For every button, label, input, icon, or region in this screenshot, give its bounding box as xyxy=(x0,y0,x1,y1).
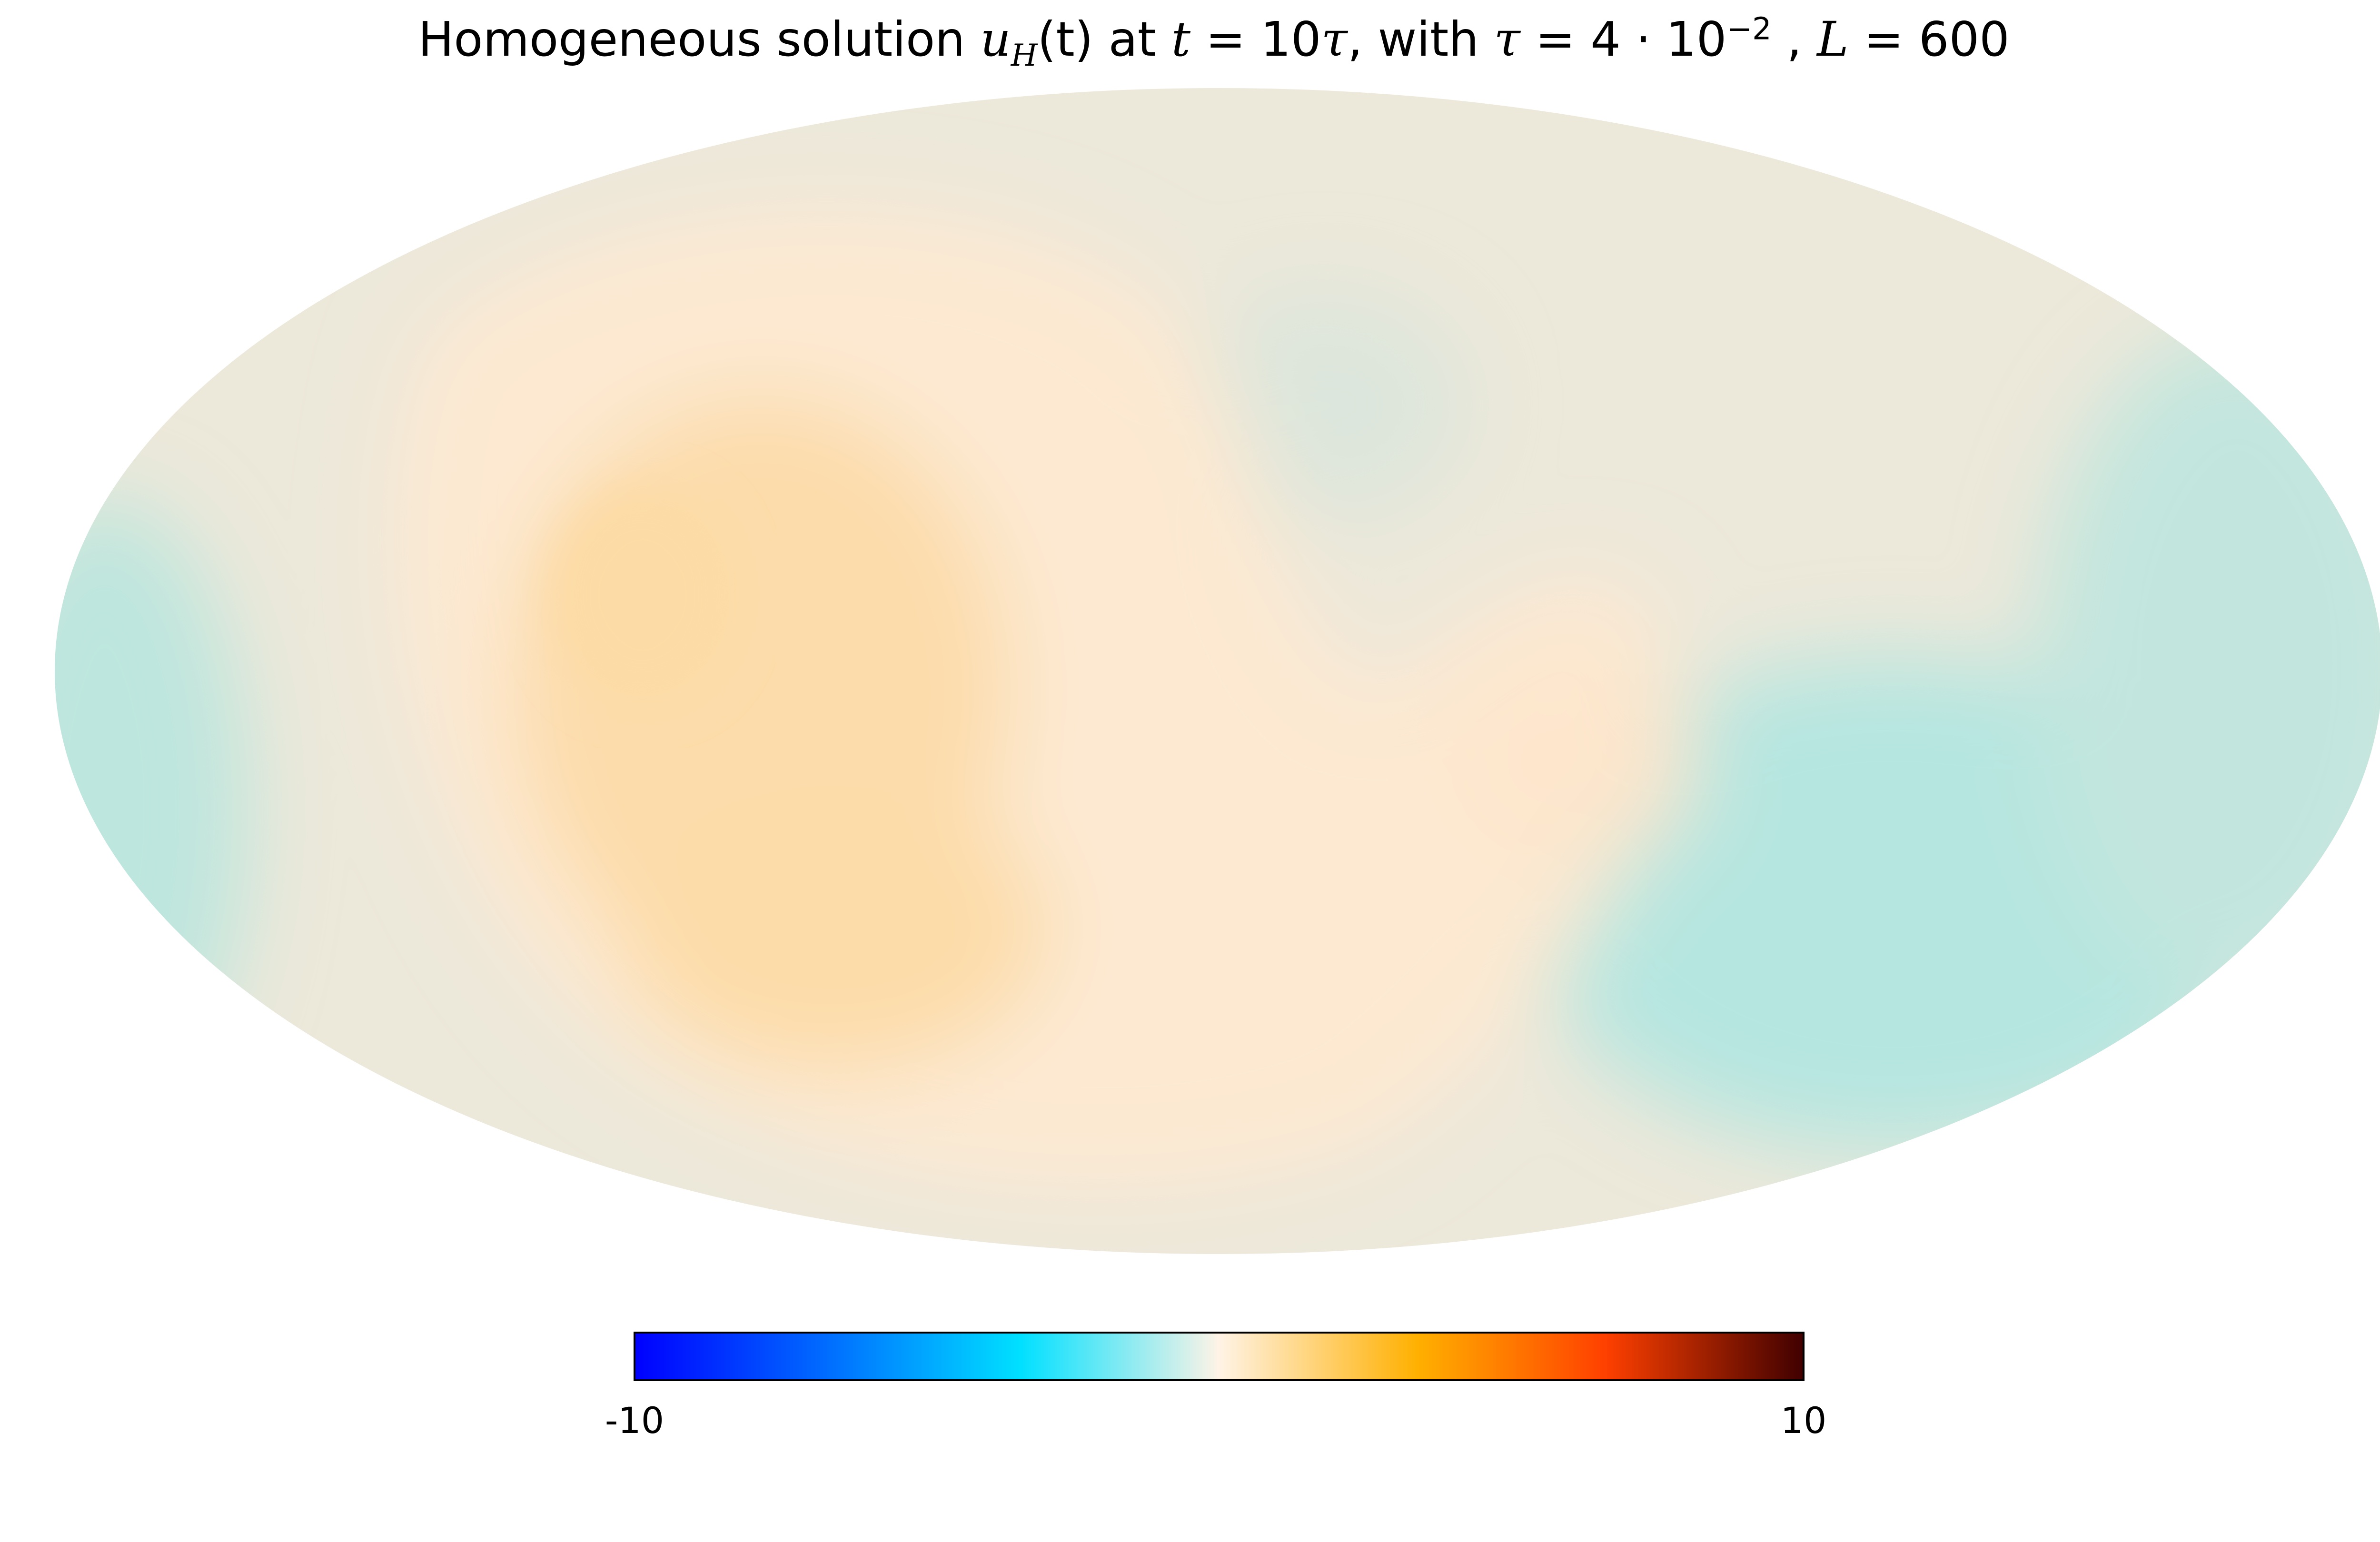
colorbar xyxy=(634,1332,1805,1381)
chart-title: Homogeneous solution uH(t) at t = 10τ, w… xyxy=(418,11,2010,73)
sky-field xyxy=(55,88,2380,1254)
colorbar-max-label: 10 xyxy=(1780,1399,1827,1442)
colorbar-min-label: -10 xyxy=(605,1399,664,1442)
